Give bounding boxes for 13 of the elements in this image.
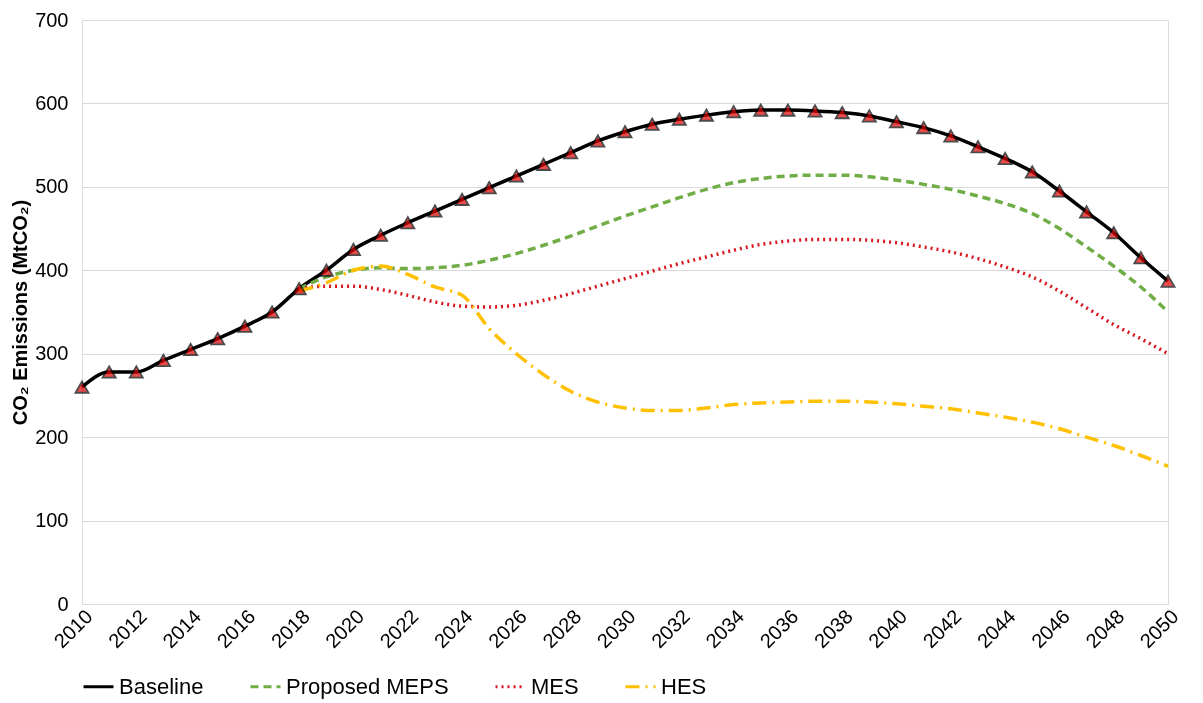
y-tick-label: 100 — [35, 509, 69, 532]
y-tick-label: 700 — [35, 8, 69, 31]
legend-label: HES — [661, 673, 707, 699]
legend-label: MES — [531, 673, 579, 699]
y-tick-label: 200 — [35, 425, 69, 448]
legend-label: Baseline — [119, 673, 204, 699]
legend-label: Proposed MEPS — [286, 673, 449, 699]
y-tick-label: 400 — [35, 258, 69, 281]
y-tick-label: 500 — [35, 175, 69, 198]
y-tick-label: 300 — [35, 342, 69, 365]
y-tick-label: 0 — [57, 592, 69, 615]
y-tick-label: 600 — [35, 91, 69, 114]
y-axis-title: CO₂ Emissions (MtCO₂) — [9, 199, 32, 426]
